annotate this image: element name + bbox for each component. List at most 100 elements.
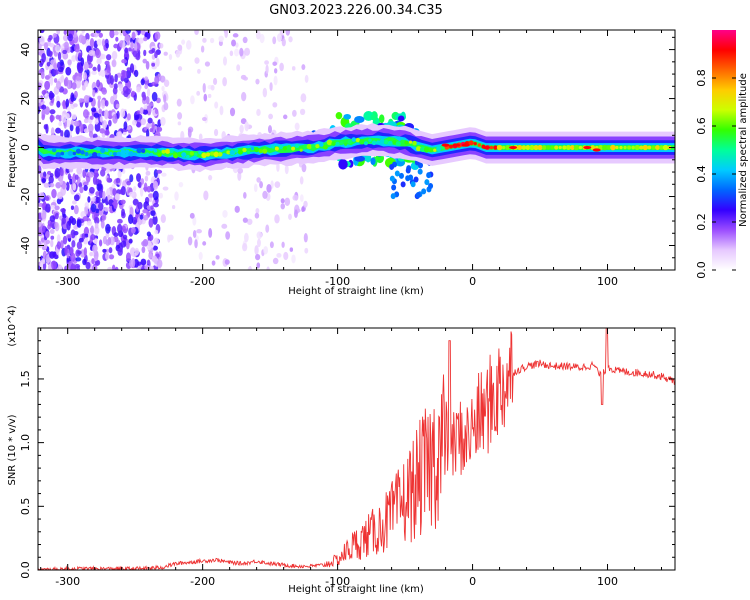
noise-speckle [139, 214, 144, 220]
noise-speckle [229, 107, 236, 117]
spectral-peak [133, 152, 138, 156]
spectral-peak [387, 140, 393, 146]
noise-speckle [125, 252, 131, 262]
noise-speckle [128, 214, 134, 225]
colorbar-bar [712, 30, 736, 270]
spectral-peak [226, 150, 231, 155]
noise-speckle [82, 216, 89, 222]
spectral-peak [493, 145, 498, 150]
noise-speckle [81, 30, 86, 34]
noise-speckle [148, 102, 154, 107]
spectral-peak [306, 143, 312, 150]
x-tick-label: -200 [190, 275, 215, 288]
spectral-blob [397, 115, 405, 122]
noise-speckle [116, 72, 122, 78]
noise-speckle [144, 76, 149, 81]
noise-speckle [73, 120, 80, 127]
spectral-peak [72, 151, 77, 156]
noise-speckle [50, 235, 55, 240]
spectral-ridge-band [38, 137, 675, 158]
noise-speckle [55, 182, 62, 189]
noise-speckle [81, 233, 86, 240]
noise-speckle [60, 129, 64, 138]
noise-speckle [131, 31, 136, 41]
x-tick-label: -300 [55, 275, 80, 288]
noise-speckle [147, 117, 153, 124]
noise-speckle [259, 181, 263, 189]
y-tick-label: 0 [19, 144, 32, 151]
colorbar-tick-label: 0.8 [695, 69, 708, 87]
noise-speckle [145, 60, 150, 70]
spectral-peak [642, 144, 648, 151]
noise-speckle [256, 262, 261, 269]
noise-speckle [41, 114, 45, 121]
noise-speckle [161, 172, 167, 177]
spectral-blob [354, 115, 365, 124]
noise-speckle [163, 102, 169, 111]
noise-speckle [202, 37, 207, 43]
spectral-peak [319, 142, 324, 147]
noise-speckle [95, 196, 101, 204]
noise-speckle [121, 59, 127, 64]
noise-speckle [140, 258, 147, 266]
noise-speckle [300, 93, 307, 103]
noise-speckle [168, 53, 173, 61]
spectral-peak [419, 146, 426, 153]
noise-speckle [303, 232, 308, 243]
noise-speckle [232, 33, 239, 38]
noise-speckle [125, 30, 132, 34]
spectral-hotspot [441, 143, 450, 147]
spectral-blob [417, 168, 423, 175]
noise-speckle [79, 186, 84, 194]
y-tick-label: -20 [19, 188, 32, 206]
noise-speckle [133, 186, 137, 192]
noise-speckle [62, 49, 68, 55]
noise-speckle [197, 68, 201, 74]
spectral-peak [590, 145, 596, 150]
noise-speckle [104, 100, 109, 107]
noise-speckle [211, 260, 216, 266]
noise-speckle [97, 95, 102, 100]
noise-speckle [58, 114, 62, 122]
noise-speckle [131, 119, 137, 126]
noise-speckle [71, 240, 76, 248]
spectral-peak [258, 148, 263, 154]
spectral-blob [426, 172, 432, 179]
noise-speckle [225, 231, 231, 240]
noise-speckle [120, 199, 126, 205]
noise-speckle [74, 174, 79, 180]
noise-speckle [105, 252, 110, 260]
spectral-hotspot [509, 145, 518, 150]
noise-speckle [156, 126, 163, 132]
noise-speckle [284, 164, 289, 175]
spectral-peak [610, 144, 616, 151]
noise-speckle [285, 30, 291, 36]
spectral-peak [428, 147, 433, 153]
noise-speckle [276, 33, 283, 42]
noise-speckle [109, 30, 115, 39]
noise-speckle [62, 235, 68, 245]
noise-speckle [95, 30, 101, 34]
noise-speckle [171, 205, 176, 210]
spectral-peak [302, 144, 308, 149]
noise-speckle [38, 265, 41, 270]
noise-speckle [274, 68, 278, 74]
noise-speckle [73, 90, 78, 99]
noise-speckle [56, 61, 61, 70]
noise-speckle [92, 133, 98, 139]
noise-speckle [255, 207, 260, 214]
noise-speckle [136, 173, 142, 182]
noise-speckle [54, 205, 60, 211]
noise-speckle [299, 108, 306, 116]
noise-speckle [113, 232, 119, 237]
noise-speckle [92, 244, 98, 254]
noise-speckle [244, 121, 249, 132]
spectral-blob [391, 184, 397, 191]
noise-speckle [87, 196, 91, 203]
noise-speckle [86, 55, 92, 65]
x-tick-label: 100 [597, 275, 618, 288]
spectral-blob [415, 191, 421, 198]
noise-speckle [83, 61, 89, 71]
spectral-peak [141, 148, 146, 153]
noise-speckle [289, 247, 294, 252]
